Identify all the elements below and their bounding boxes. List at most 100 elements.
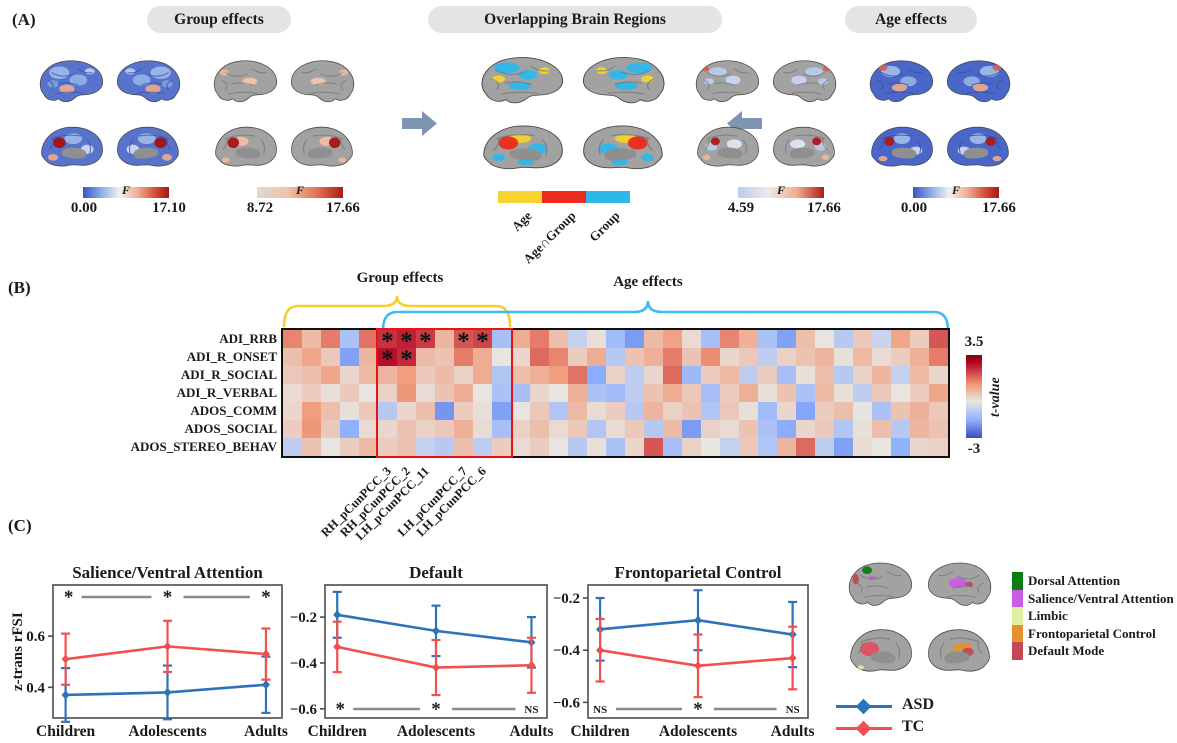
heatmap-cell — [283, 384, 302, 402]
heatmap-cell — [530, 348, 549, 366]
heatmap-cell — [397, 366, 416, 384]
heatmap-cell — [929, 384, 948, 402]
heatmap-cell — [720, 402, 739, 420]
heatmap-row-label: ADI_R_VERBAL — [176, 385, 277, 400]
heatmap-cell — [682, 384, 701, 402]
heatmap-cell — [834, 438, 853, 456]
heatmap-cell — [777, 348, 796, 366]
heatmap-cell — [720, 420, 739, 438]
colorbar-gradient — [83, 187, 169, 198]
brain-lateral-view — [921, 556, 997, 614]
heatmap-cell — [606, 402, 625, 420]
y-axis-label: z-trans rFSI — [10, 612, 26, 692]
brain-medial-view — [34, 120, 110, 180]
heatmap-cell — [340, 384, 359, 402]
brain-medial-view — [474, 118, 572, 184]
heatmap-cell — [720, 348, 739, 366]
chart-title: Salience/Ventral Attention — [72, 563, 263, 582]
heatmap-cell — [549, 384, 568, 402]
heatmap-cell — [777, 402, 796, 420]
colorbar-min: 4.59 — [727, 200, 755, 216]
arrow-right-icon — [402, 111, 437, 136]
heatmap-cell — [492, 366, 511, 384]
y-tick-label: 0.6 — [26, 629, 45, 645]
heatmap-cell — [397, 384, 416, 402]
heatmap-cell — [454, 420, 473, 438]
heatmap-cell — [758, 384, 777, 402]
heatmap-cell — [416, 438, 435, 456]
tvalue-colorbar — [966, 355, 982, 438]
heatmap-cell — [435, 420, 454, 438]
colorbar-age-full: F 0.00 17.66 — [901, 183, 1016, 219]
heatmap-cell — [853, 348, 872, 366]
heatmap-cell — [872, 420, 891, 438]
heatmap-cell — [891, 420, 910, 438]
panel-a-label: (A) — [12, 10, 36, 29]
heatmap-cell — [283, 348, 302, 366]
heatmap-cell — [568, 438, 587, 456]
network-swatch — [1012, 589, 1023, 608]
heatmap-cell — [701, 402, 720, 420]
heatmap-cell — [701, 420, 720, 438]
overlap-highlight-box — [376, 328, 513, 458]
significance-asterisk: * — [400, 346, 413, 373]
tvalue-max: 3.5 — [964, 334, 984, 350]
heatmap-cell — [682, 366, 701, 384]
heatmap-cell — [758, 438, 777, 456]
sig-marker: NS — [524, 704, 538, 716]
sig-marker: * — [431, 699, 441, 720]
data-point-ASD — [333, 610, 342, 620]
series-line-ASD — [337, 613, 532, 644]
age-effects-header: Age effects — [845, 6, 977, 33]
heatmap-cell — [416, 420, 435, 438]
heatmap-cell — [815, 420, 834, 438]
heatmap-cell — [340, 366, 359, 384]
network-swatch — [1012, 624, 1023, 643]
x-tick-label: Adolescents — [397, 723, 475, 740]
axis-box — [324, 584, 548, 719]
heatmap-cell — [701, 438, 720, 456]
heatmap-cell — [321, 384, 340, 402]
overlap-header: Overlapping Brain Regions — [428, 6, 722, 33]
heatmap-cell — [796, 438, 815, 456]
heatmap-cell — [815, 348, 834, 366]
heatmap-cell — [644, 348, 663, 366]
network-swatch — [1012, 607, 1023, 625]
heatmap-cell — [435, 348, 454, 366]
heatmap-cell — [587, 366, 606, 384]
network-legend-label: Default Mode — [1028, 643, 1105, 659]
group-effects-title: Group effects — [174, 11, 264, 28]
heatmap-cell — [397, 402, 416, 420]
data-point-TC — [527, 660, 536, 670]
brain-lateral-view — [766, 54, 842, 110]
y-tick-label: −0.2 — [290, 610, 317, 626]
data-point-ASD — [694, 615, 702, 625]
heatmap-cell — [378, 348, 397, 366]
heatmap-cell — [625, 384, 644, 402]
heatmap-cell — [663, 438, 682, 456]
heatmap-cell — [853, 402, 872, 420]
heatmap-cell — [910, 420, 929, 438]
heatmap-cell — [492, 384, 511, 402]
colorbar-max: 17.66 — [807, 200, 841, 216]
y-tick-label: −0.2 — [553, 591, 580, 607]
colorbar-min: 0.00 — [900, 200, 928, 216]
heatmap-cell — [701, 366, 720, 384]
heatmap-cell — [720, 384, 739, 402]
heatmap-cell — [340, 420, 359, 438]
heatmap-cell — [454, 384, 473, 402]
tvalue-axis-label: t-value — [988, 377, 1003, 417]
sig-marker: * — [261, 587, 271, 608]
heatmap-cell — [682, 420, 701, 438]
data-point-ASD — [61, 690, 70, 700]
x-tick-label: Adults — [771, 723, 815, 740]
x-tick-label: Adolescents — [659, 723, 737, 740]
heatmap-cell — [302, 348, 321, 366]
group-effects-header: Group effects — [147, 6, 291, 33]
brain-medial-view — [110, 120, 186, 180]
heatmap-cell — [568, 420, 587, 438]
heatmap-cell — [739, 384, 758, 402]
heatmap-cell — [663, 348, 682, 366]
overlap-legend: Age Age∩Group Group — [498, 191, 630, 266]
